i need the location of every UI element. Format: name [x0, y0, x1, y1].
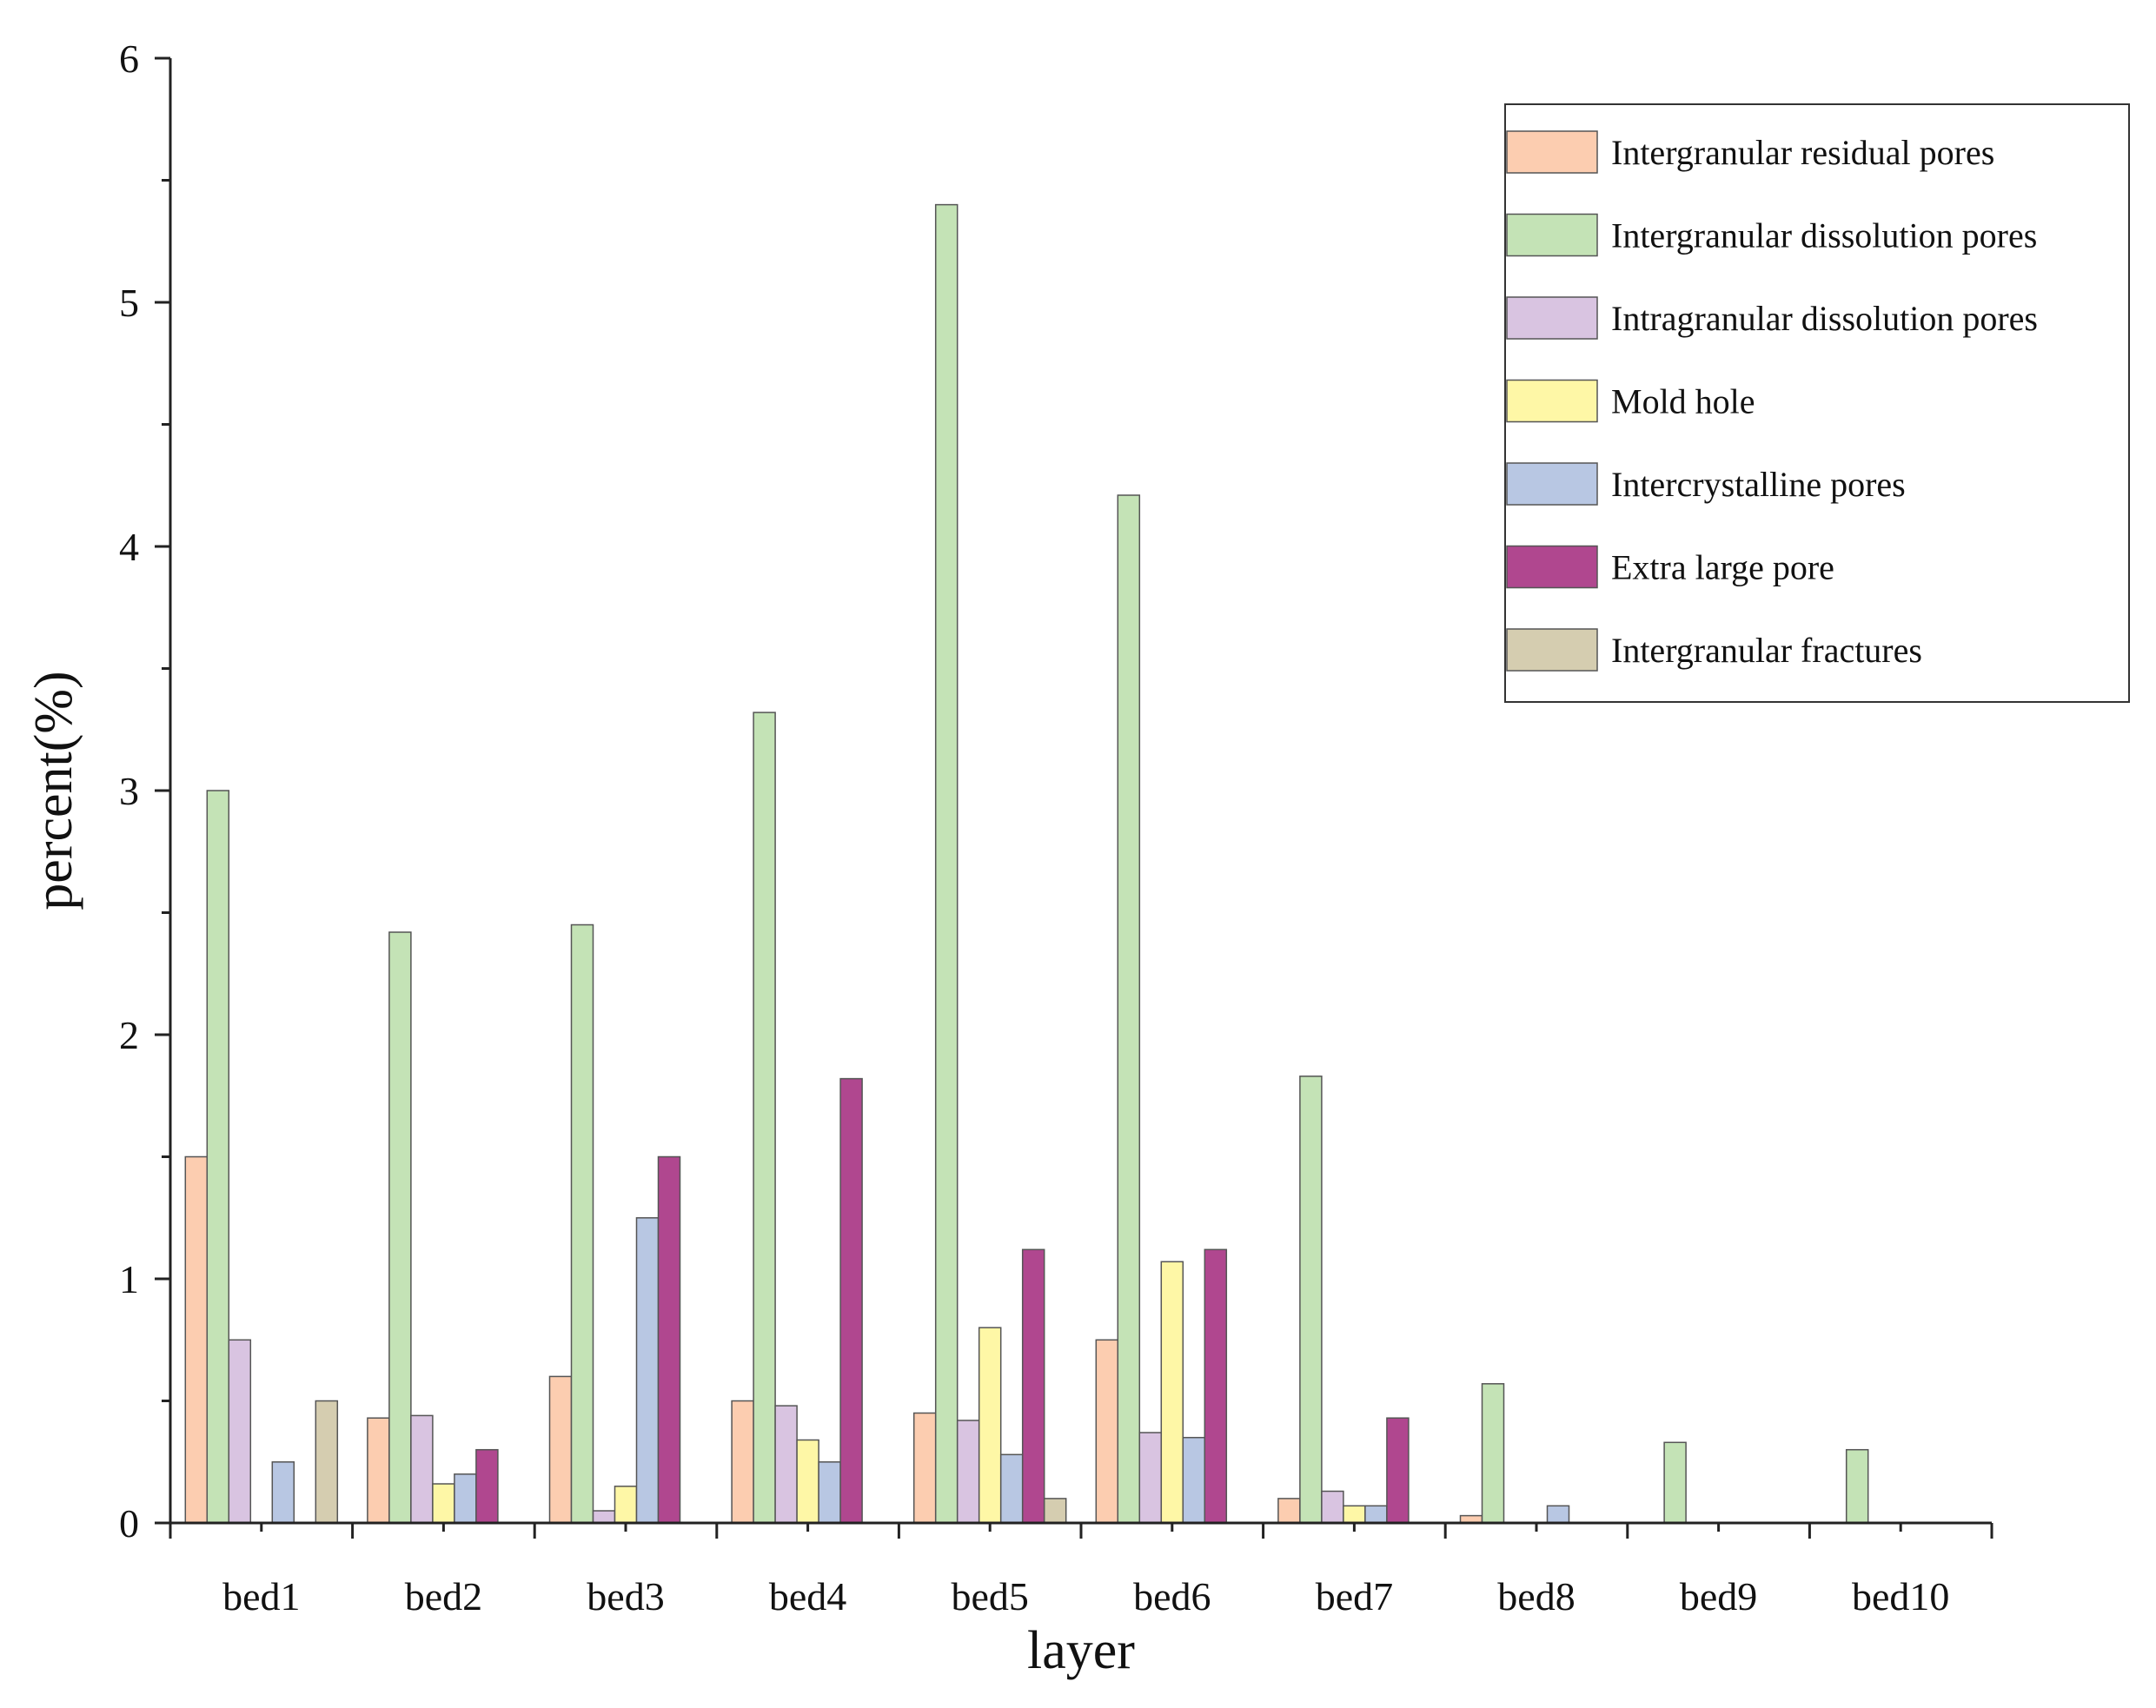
y-axis-title: percent(%) [24, 671, 83, 910]
bar-bed4-series-4 [796, 1439, 819, 1524]
legend-swatch [1506, 130, 1598, 174]
y-tick-label: 5 [119, 281, 139, 325]
legend: Intergranular residual pores Intergranula… [1504, 103, 2130, 703]
y-tick-label: 6 [119, 36, 139, 81]
bar-bed1-series-2 [206, 790, 230, 1524]
bar-bed2-series-5 [454, 1473, 477, 1524]
bar-bed10-series-2 [1845, 1448, 1869, 1524]
bar-bed4-series-2 [753, 712, 776, 1524]
bar-bed3-series-2 [570, 924, 594, 1524]
x-tick-label: bed2 [405, 1574, 482, 1619]
legend-swatch [1506, 545, 1598, 589]
bar-bed1-series-5 [271, 1461, 295, 1524]
bar-bed6-series-6 [1204, 1248, 1228, 1524]
legend-item: Intergranular dissolution pores [1506, 213, 2037, 257]
bar-bed2-series-2 [388, 931, 412, 1524]
y-tick-label: 3 [119, 769, 139, 813]
legend-item: Intragranular dissolution pores [1506, 296, 2038, 340]
bar-bed1-series-3 [228, 1339, 252, 1524]
legend-swatch [1506, 379, 1598, 423]
bar-bed3-series-6 [657, 1155, 681, 1524]
x-tick-label: bed1 [222, 1574, 300, 1619]
bar-bed3-series-5 [635, 1217, 660, 1524]
x-tick-label: bed4 [769, 1574, 846, 1619]
legend-label: Intercrystalline pores [1611, 465, 1906, 504]
legend-item: Extra large pore [1506, 545, 1834, 589]
x-tick-label: bed6 [1133, 1574, 1211, 1619]
bar-bed7-series-4 [1343, 1505, 1366, 1524]
y-tick-label: 1 [119, 1257, 139, 1301]
bar-bed4-series-6 [839, 1077, 863, 1524]
bar-bed6-series-5 [1182, 1436, 1206, 1524]
legend-label: Intergranular dissolution pores [1611, 216, 2037, 255]
y-tick-label: 4 [119, 525, 139, 569]
legend-swatch [1506, 213, 1598, 257]
bar-bed6-series-1 [1095, 1339, 1119, 1524]
x-tick-label: bed10 [1852, 1574, 1949, 1619]
bar-bed2-series-1 [367, 1417, 390, 1524]
legend-items: Intergranular residual pores Intergranula… [1506, 130, 2038, 672]
bar-bed6-series-2 [1117, 494, 1141, 1524]
legend-swatch [1506, 628, 1598, 672]
bar-bed7-series-1 [1277, 1498, 1301, 1524]
legend-item: Intercrystalline pores [1506, 462, 1906, 506]
bar-bed1-series-1 [184, 1155, 209, 1524]
x-axis-title: layer [1027, 1621, 1135, 1680]
legend-label: Intragranular dissolution pores [1611, 299, 2038, 338]
bar-bed7-series-6 [1386, 1417, 1410, 1524]
legend-label: Mold hole [1611, 382, 1755, 421]
bar-bed7-series-5 [1364, 1505, 1388, 1524]
legend-item: Intergranular fractures [1506, 628, 1922, 672]
bar-bed5-series-1 [912, 1412, 937, 1524]
bar-bed3-series-1 [548, 1375, 573, 1524]
bar-bed5-series-4 [978, 1327, 1002, 1524]
bar-bed9-series-2 [1663, 1441, 1687, 1524]
bar-bed2-series-3 [410, 1414, 434, 1524]
bar-bed4-series-1 [731, 1400, 754, 1524]
bar-bed4-series-3 [774, 1405, 798, 1524]
bar-bed8-series-2 [1481, 1383, 1505, 1524]
x-tick-label: bed7 [1316, 1574, 1393, 1619]
ticks-layer: 0 1 2 3 4 5 6 bed1 bed2 bed3 bed4 bed5 bed6 bed7 bed8 b… [119, 36, 1993, 1619]
bar-bed3-series-3 [592, 1510, 616, 1524]
legend-label: Intergranular residual pores [1611, 133, 1994, 172]
bar-bed7-series-3 [1321, 1490, 1344, 1524]
bar-bed7-series-2 [1299, 1076, 1323, 1524]
legend-label: Intergranular fractures [1611, 631, 1922, 670]
legend-label: Extra large pore [1611, 548, 1834, 587]
legend-swatch [1506, 296, 1598, 340]
bar-bed5-series-5 [999, 1453, 1024, 1524]
x-tick-label: bed3 [587, 1574, 664, 1619]
y-tick-label: 2 [119, 1013, 139, 1057]
x-tick-label: bed5 [951, 1574, 1028, 1619]
bar-bed1-series-7 [315, 1400, 339, 1524]
legend-swatch [1506, 462, 1598, 506]
bar-bed2-series-6 [475, 1448, 499, 1524]
bar-bed5-series-3 [956, 1420, 980, 1524]
x-tick-label: bed9 [1680, 1574, 1757, 1619]
bar-bed4-series-5 [818, 1461, 841, 1524]
bar-bed5-series-2 [934, 203, 959, 1524]
bar-bed2-series-4 [432, 1483, 455, 1524]
bar-bed6-series-3 [1138, 1432, 1163, 1524]
legend-item: Intergranular residual pores [1506, 130, 1994, 174]
bar-bed6-series-4 [1160, 1261, 1184, 1524]
bar-bed3-series-4 [614, 1486, 638, 1524]
legend-item: Mold hole [1506, 379, 1755, 423]
bar-bed8-series-5 [1546, 1505, 1570, 1524]
x-tick-label: bed8 [1497, 1574, 1575, 1619]
legend-frame [1504, 103, 2130, 703]
bar-bed5-series-6 [1021, 1248, 1045, 1524]
bar-bed5-series-7 [1043, 1498, 1067, 1524]
y-tick-label: 0 [119, 1501, 139, 1546]
